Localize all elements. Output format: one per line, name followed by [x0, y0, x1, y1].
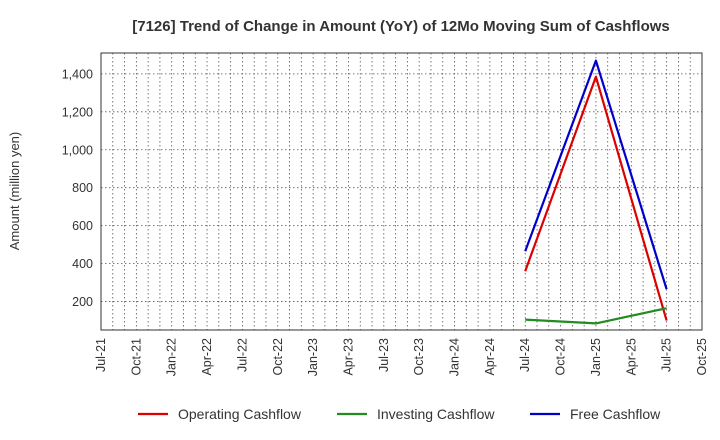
y-tick-label: 600: [72, 219, 93, 233]
legend-label: Operating Cashflow: [178, 406, 302, 422]
y-tick-label: 200: [72, 295, 93, 309]
legend-label: Investing Cashflow: [377, 406, 495, 422]
plot-frame: [100, 52, 703, 331]
x-tick-label: Apr-25: [624, 338, 638, 376]
x-tick-label: Oct-25: [695, 338, 709, 376]
x-tick-label: Jul-25: [660, 338, 674, 372]
x-tick-label: Oct-22: [271, 338, 285, 376]
x-tick-label: Jul-22: [235, 338, 249, 372]
y-tick-label: 800: [72, 181, 93, 195]
y-axis-label: Amount (million yen): [7, 132, 22, 251]
chart-title: [7126] Trend of Change in Amount (YoY) o…: [132, 18, 670, 35]
legend: Operating Cashflow Investing Cashflow Free…: [138, 406, 661, 422]
x-tick-label: Jan-23: [306, 338, 320, 376]
series-lines: [524, 59, 668, 325]
legend-label: Free Cashflow: [570, 406, 661, 422]
investing-cashflow-line: [525, 307, 667, 325]
x-tick-label: Jan-25: [589, 338, 603, 376]
x-tick-label: Jan-24: [448, 338, 462, 376]
legend-item-free-cashflow: Free Cashflow: [530, 406, 661, 422]
y-tick-label: 1,000: [62, 143, 93, 157]
x-tick-label: Apr-22: [200, 338, 214, 376]
x-tick-label: Oct-21: [129, 338, 143, 376]
x-tick-label: Jul-24: [518, 338, 532, 372]
x-tick-label: Apr-24: [483, 338, 497, 376]
axes: 200 400 600 800 1,000 1,200 1,400 Jul-21 Oct-21 J…: [62, 52, 709, 376]
x-tick-label: Jul-23: [377, 338, 391, 372]
legend-item-investing-cashflow: Investing Cashflow: [337, 406, 495, 422]
operating-cashflow-line: [524, 75, 668, 321]
legend-item-operating-cashflow: Operating Cashflow: [138, 406, 302, 422]
grid-lines: [100, 53, 703, 330]
x-tick-label: Oct-23: [412, 338, 426, 376]
y-tick-label: 1,200: [62, 105, 93, 119]
x-tick-label: Oct-24: [554, 338, 568, 376]
x-tick-label: Apr-23: [341, 338, 355, 376]
x-tick-label: Jan-22: [165, 338, 179, 376]
y-tick-label: 1,400: [62, 67, 93, 81]
y-tick-label: 400: [72, 257, 93, 271]
x-tick-label: Jul-21: [94, 338, 108, 372]
free-cashflow-line: [524, 59, 668, 290]
